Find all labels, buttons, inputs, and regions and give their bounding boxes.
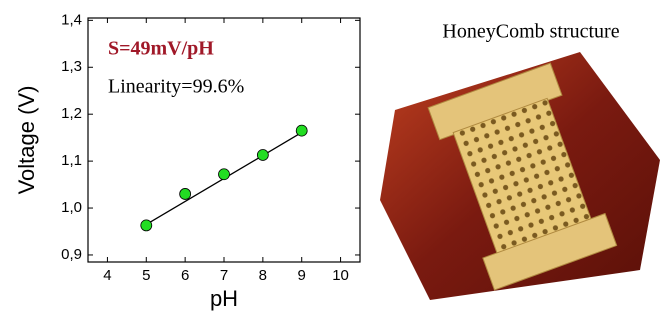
y-tick-label: 1,2 xyxy=(61,105,82,122)
data-point xyxy=(296,125,307,136)
y-tick-label: 1,4 xyxy=(61,11,82,28)
x-tick-label: 7 xyxy=(220,267,228,284)
y-tick-label: 0,9 xyxy=(61,246,82,263)
x-tick-label: 8 xyxy=(259,267,267,284)
side-title: HoneyComb structure xyxy=(442,21,619,43)
data-point xyxy=(180,188,191,199)
y-axis-label: Voltage (V) xyxy=(14,86,39,195)
x-tick-label: 10 xyxy=(332,267,349,284)
x-tick-label: 4 xyxy=(103,267,111,284)
x-tick-label: 5 xyxy=(142,267,150,284)
annotation: S=49mV/pH xyxy=(108,38,214,60)
data-point xyxy=(141,220,152,231)
figure: HoneyComb structure S=49mV/pH Linearity=… xyxy=(0,0,670,317)
x-tick-label: 9 xyxy=(298,267,306,284)
data-point xyxy=(257,150,268,161)
y-tick-label: 1,0 xyxy=(61,199,82,216)
data-point xyxy=(219,169,230,180)
x-axis-label: pH xyxy=(210,286,238,311)
x-tick-label: 6 xyxy=(181,267,189,284)
y-tick-label: 1,3 xyxy=(61,58,82,75)
y-tick-label: 1,1 xyxy=(61,152,82,169)
device-image xyxy=(380,52,660,300)
annotation: Linearity=99.6% xyxy=(108,76,244,98)
